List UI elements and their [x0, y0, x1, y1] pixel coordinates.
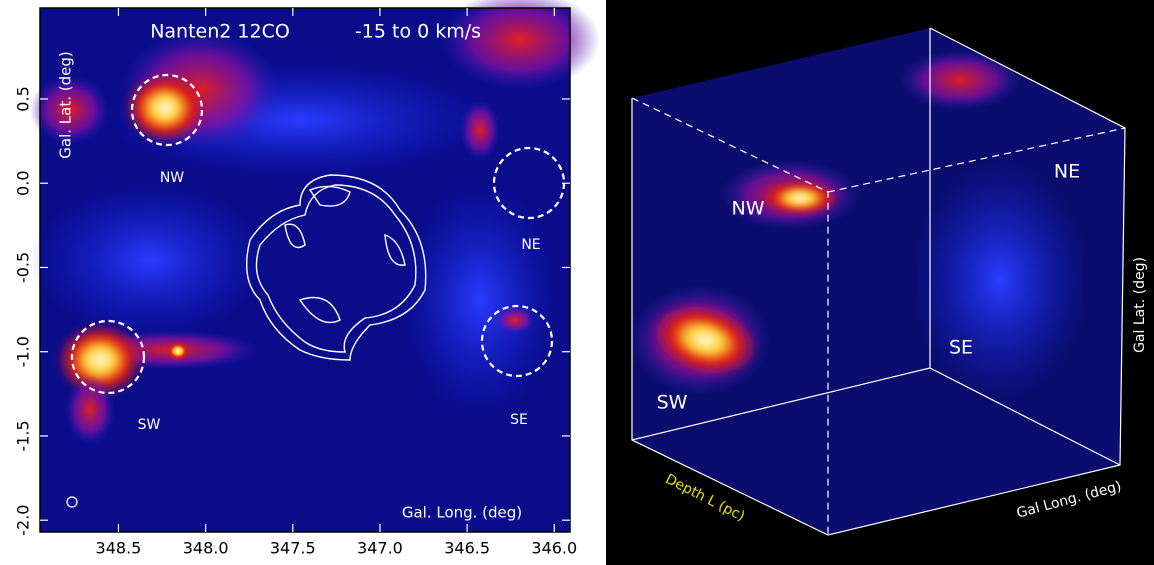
x-tick-label: 348.0 [183, 539, 229, 558]
cube-image [630, 28, 1125, 535]
x-tick-label: 347.5 [270, 539, 316, 558]
title: Nanten2 12CO [150, 21, 290, 43]
region-label: NE [521, 237, 540, 253]
y-tick-label: -1.0 [14, 336, 33, 367]
region-label: NW [732, 198, 765, 220]
region-label: SW [138, 417, 161, 433]
subtitle: -15 to 0 km/s [355, 21, 481, 43]
region-label: SE [949, 337, 973, 359]
map-image [30, 0, 600, 532]
y-axis-label: Gal. Lat. (deg) [57, 51, 75, 158]
y-tick-label: -1.5 [14, 420, 33, 451]
x-tick-label: 346.5 [444, 539, 490, 558]
x-axis-label: Gal. Long. (deg) [402, 504, 522, 522]
region-label: SW [657, 392, 688, 414]
region-label: NE [1054, 161, 1080, 183]
x-tick-label: 346.0 [531, 539, 577, 558]
figure: NW NE SE SW Nanten2 12CO -15 to 0 km/s G… [0, 0, 1154, 565]
y-axis-label: Gal Lat. (deg) [1132, 257, 1148, 353]
x-tick-label: 347.0 [357, 539, 403, 558]
y-tick-label: 0.0 [14, 171, 33, 196]
y-tick-label: -0.5 [14, 252, 33, 283]
region-label: NW [160, 170, 184, 186]
y-tick-label: 0.5 [14, 86, 33, 111]
y-tick-label: -2.0 [14, 505, 33, 536]
region-label: SE [510, 412, 528, 428]
x-tick-label: 348.5 [96, 539, 142, 558]
